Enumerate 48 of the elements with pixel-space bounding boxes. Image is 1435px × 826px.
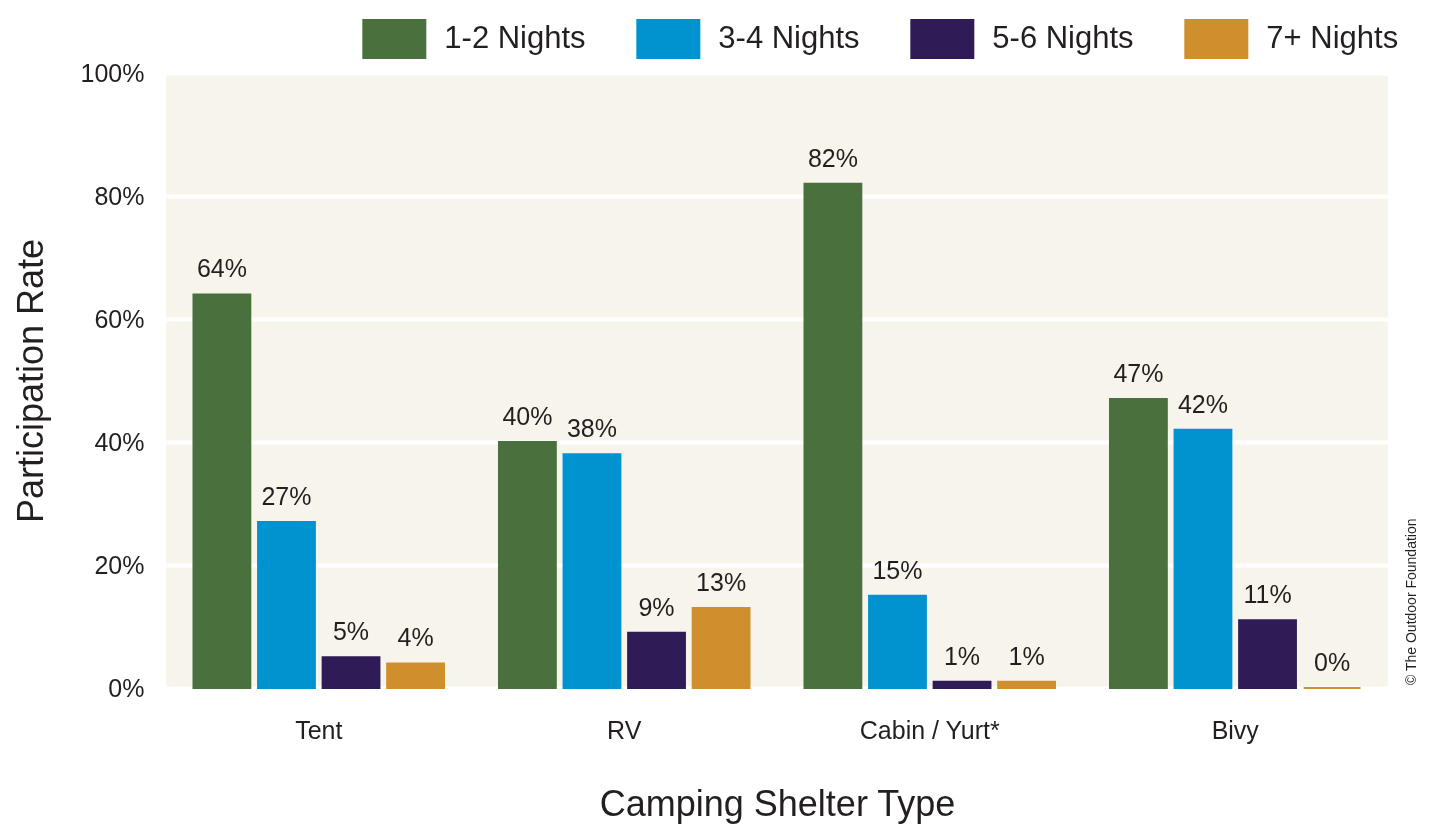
bar (1173, 428, 1233, 689)
bar (321, 656, 381, 689)
bar (562, 453, 622, 689)
bar (1238, 619, 1297, 689)
bar (691, 607, 751, 689)
x-tick-label: RV (607, 715, 642, 744)
legend-label: 3-4 Nights (718, 20, 860, 55)
y-tick-label: 80% (94, 181, 145, 210)
data-label: 42% (1177, 389, 1228, 418)
data-label: 47% (1113, 358, 1164, 387)
bar (997, 680, 1057, 689)
data-label: 64% (196, 254, 247, 283)
data-label: 1% (1008, 641, 1045, 670)
data-label: 15% (872, 555, 923, 584)
data-label: 40% (502, 402, 553, 430)
y-tick-label: 20% (94, 550, 145, 579)
x-axis-title: Camping Shelter Type (599, 782, 956, 824)
y-tick-label: 100% (80, 58, 145, 87)
x-tick-label: Cabin / Yurt* (859, 715, 1000, 744)
bar (932, 680, 992, 689)
data-label: 1% (943, 641, 981, 670)
data-label: 0% (1314, 648, 1351, 676)
y-tick-label: 0% (108, 673, 145, 702)
y-axis-title: Participation Rate (9, 238, 51, 524)
legend-label: 5-6 Nights (992, 20, 1134, 55)
data-label: 9% (638, 592, 675, 621)
bar (627, 631, 686, 689)
data-label: 27% (261, 481, 312, 510)
bar (386, 662, 446, 689)
legend-label: 7+ Nights (1266, 20, 1399, 55)
legend-label: 1-2 Nights (444, 20, 586, 55)
x-tick-label: Tent (295, 715, 343, 744)
x-tick-label: Bivy (1211, 715, 1260, 744)
text: © The Outdoor Foundation (1403, 518, 1419, 685)
bar (1108, 397, 1168, 689)
data-label: 82% (807, 143, 858, 172)
y-tick-label: 40% (94, 427, 145, 456)
bar (498, 441, 557, 689)
data-label: 38% (566, 414, 617, 443)
data-label: 11% (1243, 580, 1292, 609)
bar (257, 520, 316, 689)
data-label: 13% (696, 568, 747, 597)
y-tick-label: 60% (94, 304, 145, 333)
bar (868, 594, 927, 689)
data-label: 5% (332, 617, 370, 646)
data-label: 4% (397, 623, 434, 652)
bar (192, 293, 252, 689)
bar (803, 182, 863, 689)
